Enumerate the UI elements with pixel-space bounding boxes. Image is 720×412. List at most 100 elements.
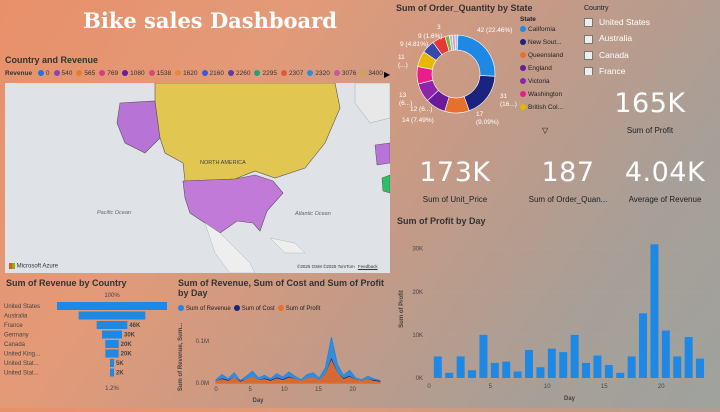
legend-dot-icon [254, 70, 261, 77]
profit-bar[interactable] [661, 330, 670, 378]
map-legend-label: Revenue [5, 70, 33, 77]
donut-slice[interactable] [463, 75, 496, 112]
funnel-bar[interactable] [57, 302, 167, 310]
funnel-bar[interactable] [110, 368, 114, 377]
kpi-unit-price-label: Sum of Unit_Price [422, 195, 488, 204]
profit-bar[interactable] [696, 358, 705, 378]
slicer-item[interactable]: United States [584, 17, 714, 28]
donut-legend-item[interactable]: California [520, 26, 580, 33]
funnel-bar[interactable] [78, 311, 146, 320]
donut-slice[interactable] [454, 34, 459, 51]
profit-bar[interactable] [650, 244, 659, 378]
donut-label-3: 3 [437, 24, 441, 31]
profit-bar[interactable] [673, 356, 682, 378]
slicer-item[interactable]: France [584, 66, 714, 75]
profit-bar[interactable] [433, 356, 442, 378]
profit-bar[interactable] [502, 361, 511, 378]
checkbox-icon[interactable] [584, 34, 593, 44]
profit-bar[interactable] [593, 355, 602, 378]
funnel-value-label: 20K [121, 342, 133, 348]
profit-bar[interactable] [513, 371, 522, 378]
profit-bar[interactable] [684, 337, 693, 378]
profit-bar[interactable] [490, 362, 499, 378]
map-legend-item: 2295 [250, 70, 277, 77]
map-legend: Revenue 0 540 565 769 1080 1538 1620 2160 2260 22… [5, 70, 390, 77]
line-legend-item[interactable]: Sum of Cost [233, 305, 278, 312]
pacific-label: Pacific Ocean [97, 210, 131, 216]
checkbox-icon[interactable] [584, 67, 593, 75]
profit-bar[interactable] [536, 367, 545, 378]
donut-legend-scroll-icon[interactable]: ▽ [542, 126, 549, 135]
funnel-bottom-label: 1.2% [105, 386, 119, 392]
donut-legend-item[interactable]: Queensland [520, 52, 580, 59]
profit-bar[interactable] [547, 348, 556, 378]
legend-dot-icon [53, 70, 60, 77]
kpi-profit-value: 165K [614, 88, 686, 119]
profit-bar[interactable] [525, 349, 534, 378]
profit-bar[interactable] [627, 356, 636, 378]
map-feedback-link[interactable]: Feedback [357, 264, 378, 269]
profit-bar[interactable] [604, 365, 613, 378]
donut-legend-label: California [528, 26, 556, 33]
map-legend-value: 2160 [209, 70, 224, 77]
donut-legend-item[interactable]: British Col... [520, 104, 580, 111]
checkbox-icon[interactable] [584, 50, 593, 60]
profit-bar[interactable] [559, 352, 568, 378]
line-chart-title: Sum of Revenue, Sum of Cost and Sum of P… [178, 278, 385, 298]
funnel-bar[interactable] [105, 340, 119, 348]
funnel-country-label: United Stat... [4, 361, 39, 367]
funnel-bar[interactable] [96, 321, 128, 329]
line-legend-item[interactable]: Sum of Revenue [178, 305, 234, 312]
donut-legend-label: England [528, 65, 552, 72]
funnel-bar[interactable] [110, 359, 114, 367]
donut-label-11: 11 (...) [398, 54, 408, 69]
legend-dot-icon [520, 52, 526, 59]
kpi-order-qty-value: 187 [541, 157, 595, 188]
x-tick-label: 20 [349, 387, 356, 393]
map-legend-value: 769 [107, 70, 119, 77]
slicer-item[interactable]: Australia [584, 33, 714, 44]
profit-bar[interactable] [456, 356, 465, 378]
profit-bar[interactable] [616, 372, 625, 378]
funnel-chart: 100% United States Australia France 46K Germa… [0, 288, 175, 406]
microsoft-logo-icon [9, 263, 15, 269]
x-tick-label: 5 [248, 387, 252, 393]
dashboard-title: Bike sales Dashboard [83, 8, 337, 33]
map-scroll-right-icon[interactable]: ▶ [384, 70, 391, 79]
funnel-top-label: 100% [104, 293, 120, 299]
donut-legend-item[interactable]: Victoria [520, 78, 580, 85]
slicer-title: Country [584, 5, 609, 12]
profit-bar[interactable] [479, 334, 488, 378]
funnel-bar[interactable] [102, 330, 122, 339]
x-tick-label: 10 [281, 387, 288, 393]
legend-dot-icon [333, 70, 340, 77]
slicer-item[interactable]: Canada [584, 50, 714, 60]
donut-label-31: 31 (16...) [500, 93, 517, 108]
slicer-item-label: Canada [599, 49, 629, 60]
line-series[interactable] [215, 359, 381, 384]
map-legend-item: 1620 [171, 70, 198, 77]
donut-legend-item[interactable]: Washington [520, 91, 580, 98]
donut-slice[interactable] [456, 34, 496, 77]
donut-legend-item[interactable]: New Sout... [520, 39, 580, 46]
x-tick-label: 0 [427, 384, 431, 390]
profit-bar[interactable] [639, 313, 648, 378]
donut-legend-item[interactable]: England [520, 65, 580, 72]
y-tick-label: 0.1M [196, 339, 209, 345]
profit-bar[interactable] [582, 362, 591, 378]
funnel-value-label: 46K [129, 323, 141, 329]
profit-bar[interactable] [468, 370, 477, 378]
map-legend-value: 3076 [341, 70, 357, 77]
x-axis-label: Day [252, 398, 264, 404]
line-legend-item[interactable]: Sum of Profit [277, 305, 324, 312]
profit-bar[interactable] [570, 334, 579, 378]
map-legend-value: 3400 [368, 70, 383, 77]
funnel-country-label: United Stat... [4, 371, 39, 377]
map-legend-value: 565 [84, 70, 96, 77]
line-series[interactable] [215, 336, 381, 384]
profit-bar[interactable] [445, 372, 454, 378]
map-view[interactable]: NORTH AMERICA Pacific Ocean Atlantic Oce… [5, 83, 390, 273]
legend-dot-icon [280, 70, 287, 77]
funnel-bar[interactable] [105, 349, 119, 358]
checkbox-icon[interactable] [584, 18, 593, 28]
